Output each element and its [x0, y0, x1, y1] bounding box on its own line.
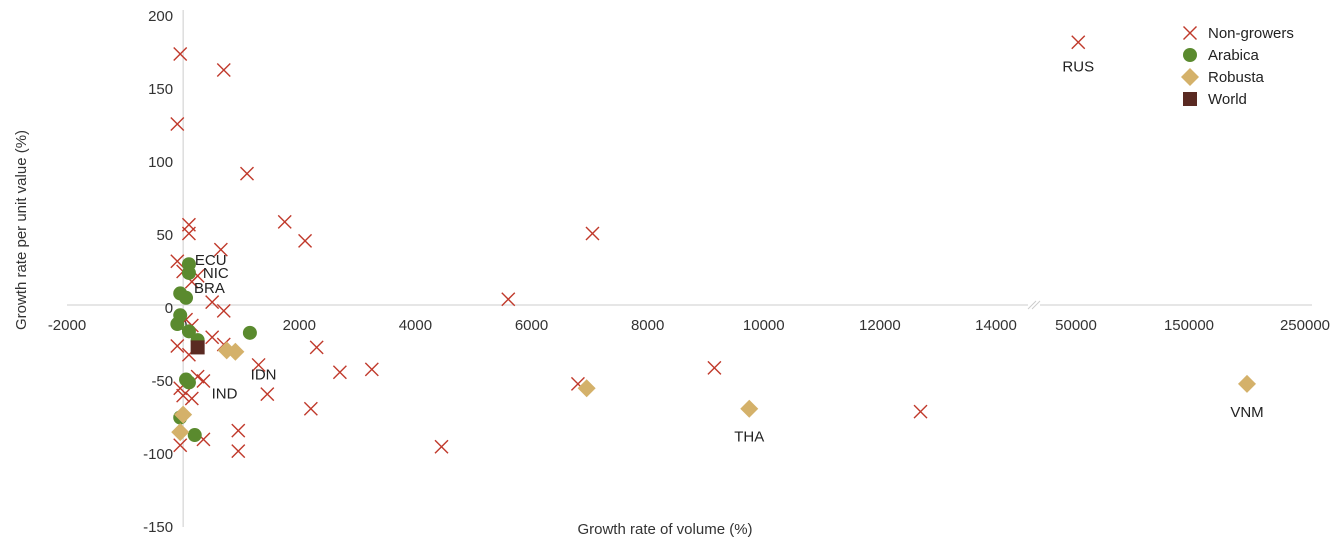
arabica-point: [187, 428, 202, 443]
robusta-point: [174, 405, 193, 424]
point-label: VNM: [1230, 404, 1263, 421]
y-tick-label: 0: [165, 300, 173, 317]
arabica-point: [242, 325, 257, 340]
non-growers-point: [913, 404, 928, 419]
non-growers-point: [231, 444, 246, 459]
non-growers-point: [364, 362, 379, 377]
non-growers-point: [585, 226, 600, 241]
legend-marker-world: [1183, 92, 1197, 106]
robusta-point: [577, 379, 596, 398]
robusta-point: [740, 399, 759, 418]
point-label: IND: [212, 385, 238, 402]
x-tick-label: 250000: [1280, 317, 1330, 334]
legend-label-robusta: Robusta: [1208, 69, 1265, 86]
non-growers-point: [181, 226, 196, 241]
non-growers-point: [216, 303, 231, 318]
world-point: [190, 340, 205, 355]
axis-layer: 200150100500-50-100-150-2000020004000600…: [48, 8, 1330, 536]
x-tick-label: 50000: [1055, 317, 1097, 334]
non-growers-point: [205, 295, 220, 310]
x-tick-label: 150000: [1164, 317, 1214, 334]
x-axis-title: Growth rate of volume (%): [577, 521, 752, 538]
non-growers-point: [184, 391, 199, 406]
legend-label-arabica: Arabica: [1208, 47, 1260, 64]
robusta-point: [226, 342, 245, 361]
legend-marker-robusta: [1181, 68, 1199, 86]
x-tick-label: 14000: [975, 317, 1017, 334]
arabica-point: [181, 324, 196, 339]
robusta-point: [1238, 374, 1256, 393]
non-growers-point: [251, 357, 266, 372]
point-label: RUS: [1062, 58, 1094, 75]
non-growers-point: [176, 388, 191, 403]
robusta-point: [171, 423, 190, 442]
arabica-point: [179, 290, 194, 305]
non-growers-point: [434, 439, 449, 454]
x-tick-label: 10000: [743, 317, 785, 334]
point-label: THA: [734, 429, 764, 446]
arabica-point: [181, 265, 196, 280]
non-growers-point: [196, 374, 211, 388]
non-growers-point: [170, 117, 185, 132]
y-tick-label: 150: [148, 81, 173, 98]
non-growers-point: [173, 46, 188, 61]
x-tick-label: 8000: [631, 317, 664, 334]
non-growers-point: [707, 360, 722, 375]
x-tick-label: 12000: [859, 317, 901, 334]
arabica-point: [170, 317, 185, 332]
legend-marker-non-growers: [1183, 26, 1197, 40]
y-tick-label: 200: [148, 8, 173, 25]
non-growers-point: [298, 233, 313, 248]
point-label: IDN: [251, 366, 277, 383]
x-tick-label: 6000: [515, 317, 548, 334]
point-label: BRA: [194, 280, 225, 297]
non-growers-point: [205, 330, 220, 345]
non-growers-point: [231, 423, 246, 438]
non-growers-point: [170, 338, 185, 353]
marks-layer: [170, 35, 1256, 459]
non-growers-point: [309, 340, 324, 355]
y-tick-label: -150: [143, 519, 173, 536]
arabica-point: [181, 375, 196, 390]
y-axis-title: Growth rate per unit value (%): [13, 130, 30, 330]
non-growers-point: [277, 214, 292, 229]
axis-break-mark: [1027, 300, 1041, 310]
non-growers-point: [239, 166, 254, 181]
x-tick-label: 4000: [399, 317, 432, 334]
non-growers-point: [501, 292, 516, 307]
non-growers-point: [216, 63, 231, 78]
point-label: NIC: [203, 265, 229, 282]
legend-label-world: World: [1208, 91, 1247, 108]
non-growers-point: [213, 242, 228, 257]
legend-label-non-growers: Non-growers: [1208, 25, 1294, 42]
x-tick-label: -2000: [48, 317, 86, 334]
non-growers-point: [332, 365, 347, 380]
non-growers-point: [1071, 35, 1086, 50]
y-tick-label: 100: [148, 154, 173, 171]
non-growers-point: [170, 254, 185, 269]
x-tick-label: 2000: [283, 317, 316, 334]
point-label: ECU: [195, 252, 227, 269]
y-tick-label: 50: [156, 227, 173, 244]
legend: Non-growers Arabica Robusta World: [1181, 25, 1294, 108]
grid-layer: [67, 10, 1312, 527]
y-tick-label: -100: [143, 446, 173, 463]
non-growers-point: [260, 387, 275, 402]
non-growers-point: [303, 401, 318, 416]
y-tick-label: -50: [151, 373, 173, 390]
non-growers-point: [173, 438, 188, 453]
legend-marker-arabica: [1183, 48, 1197, 62]
